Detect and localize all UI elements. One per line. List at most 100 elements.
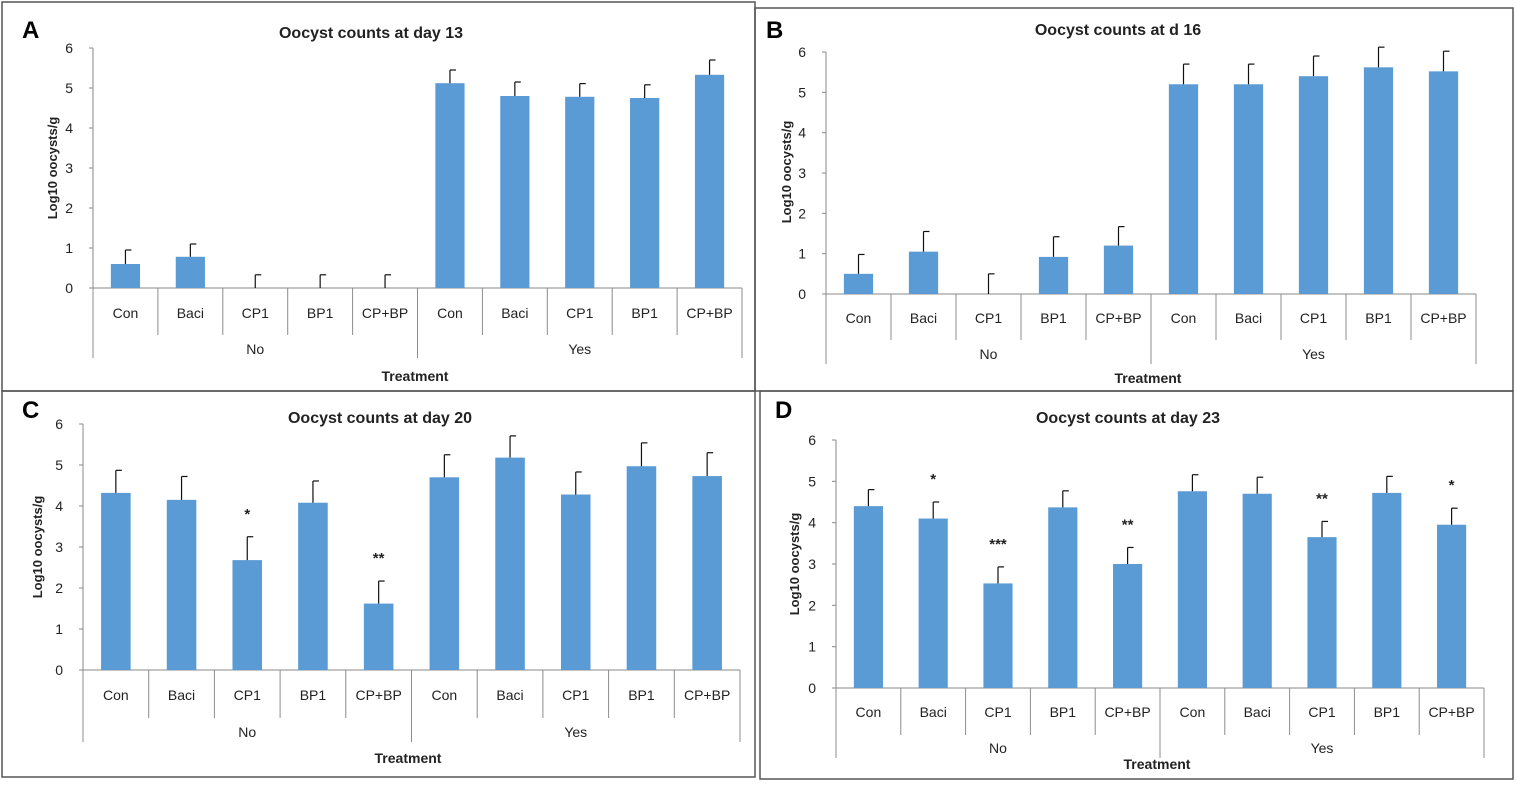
y-axis-title: Log10 oocysts/g (787, 513, 802, 616)
y-tick-label: 5 (65, 80, 73, 96)
x-category-label: Con (1171, 310, 1197, 326)
panel-letter: D (775, 397, 792, 424)
bar (1103, 245, 1134, 294)
x-category-label: CP1 (1300, 310, 1327, 326)
x-category-label: Baci (177, 305, 204, 321)
y-tick-label: 6 (808, 432, 816, 448)
significance-marker: ** (373, 550, 385, 567)
x-group-label: No (246, 341, 264, 357)
bar (101, 492, 131, 670)
bar (1048, 507, 1078, 688)
x-category-label: CP1 (1308, 704, 1335, 720)
y-tick-label: 1 (808, 639, 816, 655)
y-tick-label: 2 (65, 200, 73, 216)
x-axis-title: Treatment (1115, 370, 1182, 386)
x-category-label: Baci (501, 305, 528, 321)
x-category-label: CP+BP (1428, 704, 1474, 720)
bar (630, 98, 660, 288)
chart-title: Oocyst counts at day 13 (279, 25, 463, 42)
y-tick-label: 6 (798, 44, 806, 60)
y-tick-label: 3 (808, 556, 816, 572)
y-tick-label: 3 (65, 160, 73, 176)
y-axis-title: Log10 oocysts/g (779, 121, 794, 224)
x-group-label: Yes (1302, 346, 1325, 362)
x-category-label: Baci (168, 687, 195, 703)
y-axis-title: Log10 oocysts/g (45, 117, 60, 220)
y-tick-label: 4 (808, 515, 816, 531)
y-axis-title: Log10 oocysts/g (30, 496, 45, 599)
bar (560, 494, 591, 670)
x-category-label: Baci (496, 687, 523, 703)
x-category-label: Con (437, 305, 463, 321)
bar (853, 506, 883, 688)
y-tick-label: 4 (798, 125, 806, 141)
x-category-label: CP1 (562, 687, 589, 703)
bar (1038, 256, 1069, 294)
y-tick-label: 1 (798, 246, 806, 262)
panel-letter: C (22, 397, 39, 424)
x-group-label: Yes (1311, 740, 1334, 756)
panel-letter: B (766, 17, 783, 44)
chart-title: Oocyst counts at d 16 (1035, 22, 1201, 39)
x-group-label: Yes (564, 724, 587, 740)
significance-marker: * (1449, 477, 1455, 494)
x-category-label: CP1 (984, 704, 1011, 720)
bar (1372, 492, 1402, 688)
y-tick-label: 3 (798, 165, 806, 181)
bar (983, 583, 1013, 688)
bar (908, 251, 939, 294)
bar (692, 476, 722, 670)
chart-panel-b: B Oocyst counts at d 16 0 1 2 3 4 5 6 Con Baci CP1 B… (766, 17, 1477, 386)
bar (1113, 564, 1143, 688)
x-category-label: CP+BP (355, 687, 401, 703)
bar (298, 502, 328, 670)
x-category-label: CP+BP (684, 687, 730, 703)
x-category-label: CP+BP (362, 305, 408, 321)
x-category-label: BP1 (1365, 310, 1392, 326)
y-tick-label: 2 (798, 205, 806, 221)
bar (1168, 84, 1199, 295)
significance-marker: * (930, 471, 936, 488)
y-tick-label: 5 (798, 84, 806, 100)
bar (363, 603, 394, 670)
panel-border-b (754, 7, 1514, 392)
chart-panel-a: A Oocyst counts at day 13 0 1 2 3 4 5 6 Con Baci CP… (22, 17, 743, 384)
x-category-label: BP1 (307, 305, 334, 321)
bar (500, 96, 530, 288)
bar (175, 256, 205, 288)
y-tick-label: 0 (798, 286, 806, 302)
y-tick-label: 5 (808, 473, 816, 489)
bar (1307, 537, 1337, 688)
x-category-label: Con (103, 687, 129, 703)
y-tick-label: 6 (55, 416, 63, 432)
x-category-label: CP1 (566, 305, 593, 321)
bar (1233, 84, 1264, 295)
x-axis-title: Treatment (382, 368, 449, 384)
x-group-label: No (238, 724, 256, 740)
significance-marker: ** (1122, 516, 1134, 533)
bar (495, 457, 525, 670)
x-category-label: CP+BP (1095, 310, 1141, 326)
y-tick-label: 5 (55, 457, 63, 473)
y-tick-label: 4 (65, 120, 73, 136)
x-axis-title: Treatment (375, 750, 442, 766)
x-category-label: BP1 (1040, 310, 1067, 326)
x-group-label: No (989, 740, 1007, 756)
x-category-label: CP1 (242, 305, 269, 321)
x-category-label: BP1 (628, 687, 655, 703)
x-category-label: Con (113, 305, 139, 321)
bar (565, 96, 595, 288)
y-tick-label: 1 (65, 240, 73, 256)
bar (1177, 491, 1207, 688)
x-group-label: Yes (568, 341, 591, 357)
bar (1428, 71, 1459, 294)
x-group-label: No (980, 346, 998, 362)
panel-border-c (1, 390, 756, 778)
x-category-label: CP1 (975, 310, 1002, 326)
y-tick-label: 1 (55, 621, 63, 637)
x-category-label: CP+BP (686, 305, 732, 321)
x-category-label: Baci (1235, 310, 1262, 326)
bar (694, 74, 725, 288)
x-category-label: BP1 (1050, 704, 1077, 720)
bar (232, 560, 263, 670)
